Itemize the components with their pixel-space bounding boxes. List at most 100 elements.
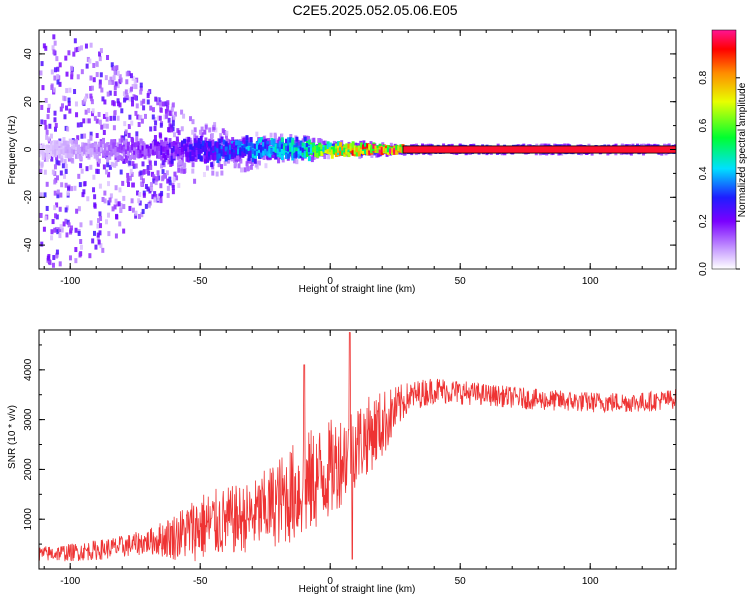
spectrogram-cell <box>210 154 214 160</box>
spectrogram-cell <box>291 139 295 145</box>
spectrogram-cell <box>203 158 207 164</box>
spectrogram-cell <box>191 146 195 152</box>
spectrogram-cell <box>70 151 74 157</box>
spectrogram-cell <box>253 143 257 149</box>
spectrogram-cell <box>334 147 338 153</box>
spectrogram-cell <box>287 146 291 152</box>
spectrogram-cell <box>91 143 95 149</box>
spectrogram-cell <box>289 137 293 143</box>
spectrogram-cell <box>77 173 81 179</box>
spectrogram-cell <box>349 146 353 152</box>
spectrogram-cell <box>64 146 68 152</box>
spectrogram-cell <box>197 142 201 148</box>
spectrogram-cell <box>193 178 197 184</box>
spectrogram-cell <box>168 142 172 148</box>
spectrogram-cell <box>45 129 49 135</box>
spectrogram-cell <box>99 147 103 153</box>
spectrogram-cell <box>104 219 108 225</box>
spectrogram-cell <box>153 160 157 166</box>
spectrogram-cell <box>62 145 66 151</box>
spectrogram-cell <box>187 136 191 142</box>
y-tick-label: 2000 <box>23 458 34 481</box>
spectrogram-cell <box>156 153 160 159</box>
spectrogram-cell <box>326 143 330 149</box>
spectrogram-cell <box>243 144 247 150</box>
spectrogram-cell <box>224 133 228 139</box>
spectrogram-cell <box>312 142 316 148</box>
spectrogram-cell <box>96 235 100 241</box>
spectrogram-cell <box>84 43 88 49</box>
spectrogram-cell <box>175 138 179 144</box>
spectrogram-cell <box>158 132 162 138</box>
spectrogram-cell <box>51 45 55 51</box>
spectrogram-cell <box>147 151 151 157</box>
spectrogram-cell <box>251 148 255 154</box>
spectrogram-cell <box>245 149 249 155</box>
spectrogram-cell <box>43 146 47 152</box>
spectrogram-cell <box>247 145 251 151</box>
spectrogram-cell <box>251 157 255 163</box>
spectrogram-cell <box>324 145 328 151</box>
spectrogram-cell <box>185 150 189 156</box>
spectrogram-cell <box>161 101 165 107</box>
spectrogram-cell <box>131 207 135 213</box>
spectrogram-cell <box>287 153 291 159</box>
spectrogram-cell <box>40 61 44 67</box>
spectrogram-cell <box>243 151 247 157</box>
spectrogram-cell <box>354 142 358 148</box>
spectrogram-cell <box>70 148 74 154</box>
spectrogram-cell <box>95 168 99 174</box>
spectrogram-cell <box>138 200 142 206</box>
spectrogram-cell <box>205 165 209 171</box>
y-tick-label: 3000 <box>23 408 34 431</box>
spectrogram-cell <box>361 144 365 150</box>
spectrogram-cell <box>157 115 161 121</box>
spectrogram-cell <box>133 151 137 157</box>
spectrogram-cell <box>159 198 163 204</box>
spectrogram-cell <box>195 135 199 141</box>
spectrogram-cell <box>55 214 59 220</box>
spectrogram-cell <box>105 116 109 122</box>
y-tick-label: 4000 <box>23 358 34 381</box>
spectrogram-cell <box>316 144 320 150</box>
spectrogram-cell <box>183 145 187 151</box>
spectrogram-cell <box>176 154 180 160</box>
spectrogram-cell <box>143 144 147 150</box>
spectrogram-cell <box>70 225 74 231</box>
spectrogram-cell <box>162 150 166 156</box>
spectrogram-cell <box>185 144 189 150</box>
spectrogram-cell <box>138 115 142 121</box>
spectrogram-cell <box>218 144 222 150</box>
spectrogram-cell <box>58 261 62 267</box>
spectrogram-cell <box>285 138 289 144</box>
spectrogram-cell <box>128 175 132 181</box>
spectrogram-cell <box>49 151 53 157</box>
spectrogram-cell <box>52 49 56 55</box>
spectrogram-cell <box>63 114 67 120</box>
spectrogram-cell <box>67 50 71 56</box>
spectrogram-cell <box>50 69 54 75</box>
spectrogram-cell <box>223 130 227 136</box>
spectrogram-x-ticks: -100 -50 0 50 100 <box>43 30 669 287</box>
spectrogram-cell <box>212 124 216 130</box>
spectrogram-cell <box>218 138 222 144</box>
spectrogram-cell <box>85 151 89 157</box>
spectrogram-cell <box>307 136 311 142</box>
spectrogram-cell <box>87 143 91 149</box>
spectrogram-cell <box>214 151 218 157</box>
spectrogram-cell <box>273 133 277 139</box>
spectrogram-cell <box>332 149 336 155</box>
spectrogram-cell <box>389 142 393 148</box>
spectrogram-cell <box>141 145 145 151</box>
spectrogram-cell <box>153 126 157 132</box>
spectrogram-cell <box>180 109 184 115</box>
spectrogram-cell <box>70 139 74 145</box>
spectrogram-cell <box>278 152 282 158</box>
spectrogram-cell <box>180 168 184 174</box>
spectrogram-cell <box>44 97 48 103</box>
spectrogram-cell <box>151 114 155 120</box>
spectrogram-cell <box>293 147 297 153</box>
spectrogram-cell <box>76 46 80 52</box>
spectrogram-cell <box>45 144 49 150</box>
spectrogram-cell <box>102 123 106 129</box>
